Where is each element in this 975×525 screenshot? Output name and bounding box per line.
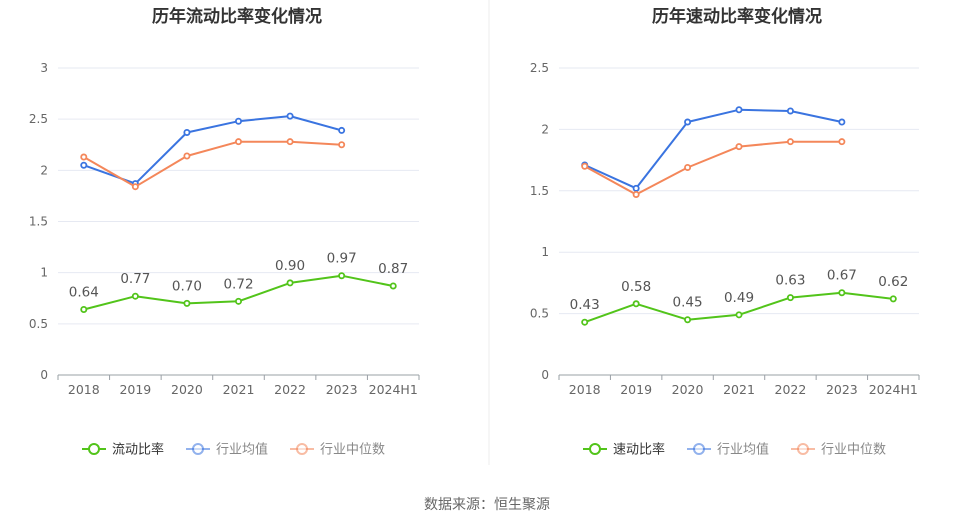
chart2-y-tick-label: 1: [541, 245, 549, 259]
chart2-y-tick-label: 0: [541, 368, 549, 382]
chart2-series-point-0: [581, 318, 589, 326]
chart2-series-line-1: [584, 108, 843, 190]
chart1-x-tick-label: 2021: [223, 382, 255, 397]
chart1-series-point-2: [80, 153, 88, 161]
chart2-legend-label-0: 速动比率: [613, 442, 665, 458]
chart1-x-tick-label: 2018: [68, 382, 100, 397]
chart2-x-tick-label: 2024H1: [869, 382, 918, 397]
chart2-x-tick-label: 2023: [826, 382, 858, 397]
chart1-x-tick-label: 2019: [119, 382, 151, 397]
chart1-legend-label-2: 行业中位数: [320, 443, 385, 458]
chart1-title: 历年流动比率变化情况: [152, 6, 322, 27]
chart2-legend-label-1: 行业均值: [717, 442, 769, 458]
chart1-y-tick-label: 0.5: [29, 317, 48, 331]
chart2-series-point-0: [684, 316, 692, 324]
chart1-series-point-2: [183, 152, 191, 160]
chart1-legend-marker-0: [88, 443, 100, 455]
chart1-data-label: 0.87: [378, 261, 408, 277]
chart2-data-label: 0.49: [724, 290, 754, 306]
chart2-x-tick-label: 2019: [620, 382, 652, 397]
chart1-legend-marker-2: [296, 443, 308, 455]
chart2-data-label: 0.63: [775, 273, 805, 289]
chart1-series-point-0: [389, 282, 397, 290]
chart2-legend-marker-0: [589, 443, 601, 455]
chart2-series-point-0: [838, 289, 846, 297]
chart2-series-point-1: [632, 184, 640, 192]
chart2-series-point-2: [838, 138, 846, 146]
chart1-series-point-2: [286, 138, 294, 146]
chart2-data-label: 0.45: [673, 295, 703, 311]
chart1-series-point-2: [338, 141, 346, 149]
chart2-y-tick-label: 2.5: [530, 61, 549, 75]
chart1-x-tick-label: 2022: [274, 382, 306, 397]
chart1-series-point-0: [338, 272, 346, 280]
chart2-data-label: 0.62: [878, 274, 908, 290]
chart1-series-point-0: [234, 297, 242, 305]
chart2-y-tick-label: 1.5: [530, 184, 549, 198]
chart2-series-line-2: [584, 140, 842, 196]
chart1-data-label: 0.72: [223, 276, 253, 292]
chart1-series-point-1: [234, 117, 242, 125]
chart1-series-point-0: [183, 299, 191, 307]
chart1-series-point-0: [131, 292, 139, 300]
chart2-title: 历年速动比率变化情况: [652, 6, 822, 27]
source-label: 数据来源：恒生聚源: [424, 497, 550, 513]
chart1-x-tick-label: 2020: [171, 382, 203, 397]
chart2-data-label: 0.58: [621, 279, 651, 295]
chart1-y-tick-label: 1: [40, 266, 48, 280]
chart1-data-label: 0.64: [69, 285, 99, 301]
chart2-y-tick-label: 2: [541, 122, 549, 136]
chart1-data-label: 0.77: [120, 271, 150, 287]
chart2-series-point-2: [581, 162, 589, 170]
chart1-series-point-2: [131, 183, 139, 191]
chart2-series-point-1: [786, 107, 794, 115]
chart1-series-point-0: [286, 279, 294, 287]
chart1-legend-marker-1: [192, 443, 204, 455]
chart2-series-point-2: [632, 190, 640, 198]
chart2-series-point-1: [735, 106, 743, 114]
chart1-y-tick-label: 0: [40, 368, 48, 382]
chart2-legend-marker-2: [797, 443, 809, 455]
chart2-legend-label-2: 行业中位数: [821, 443, 886, 458]
chart2-x-tick-label: 2022: [775, 382, 807, 397]
chart1-series-point-0: [80, 306, 88, 314]
chart1-series-point-2: [234, 138, 242, 146]
chart2-series-point-2: [735, 143, 743, 151]
chart2-series-point-0: [786, 294, 794, 302]
chart1-legend-label-1: 行业均值: [216, 442, 268, 458]
chart1-x-tick-label: 2024H1: [369, 382, 418, 397]
chart2-data-label: 0.67: [827, 268, 857, 284]
chart2-x-tick-label: 2018: [569, 382, 601, 397]
chart1-x-tick-label: 2023: [326, 382, 358, 397]
chart1-y-tick-label: 2: [40, 163, 48, 177]
chart1-series-point-1: [80, 161, 88, 169]
chart2-series-point-1: [838, 118, 846, 126]
chart2-series-point-0: [632, 300, 640, 308]
chart2-series-point-2: [684, 163, 692, 171]
chart2-series-point-0: [735, 311, 743, 319]
chart2-series-point-1: [684, 118, 692, 126]
chart1-data-label: 0.90: [275, 258, 305, 274]
chart1-data-label: 0.97: [327, 251, 357, 267]
chart1-series-point-1: [286, 112, 294, 120]
chart1-y-tick-label: 3: [40, 61, 48, 75]
chart2-series-point-2: [786, 138, 794, 146]
chart1-series-line-1: [83, 115, 342, 185]
chart1-series-line-2: [83, 140, 342, 188]
chart2-x-tick-label: 2020: [672, 382, 704, 397]
chart1-y-tick-label: 2.5: [29, 112, 48, 126]
chart1-legend-label-0: 流动比率: [112, 442, 164, 458]
chart1-data-label: 0.70: [172, 278, 202, 294]
chart2-series-point-0: [889, 295, 897, 303]
chart2-y-tick-label: 0.5: [530, 307, 549, 321]
chart1-series-point-1: [183, 128, 191, 136]
chart2-data-label: 0.43: [570, 297, 600, 313]
chart1-series-point-1: [338, 126, 346, 134]
chart2-x-tick-label: 2021: [723, 382, 755, 397]
chart2-legend-marker-1: [693, 443, 705, 455]
chart1-y-tick-label: 1.5: [29, 215, 48, 229]
